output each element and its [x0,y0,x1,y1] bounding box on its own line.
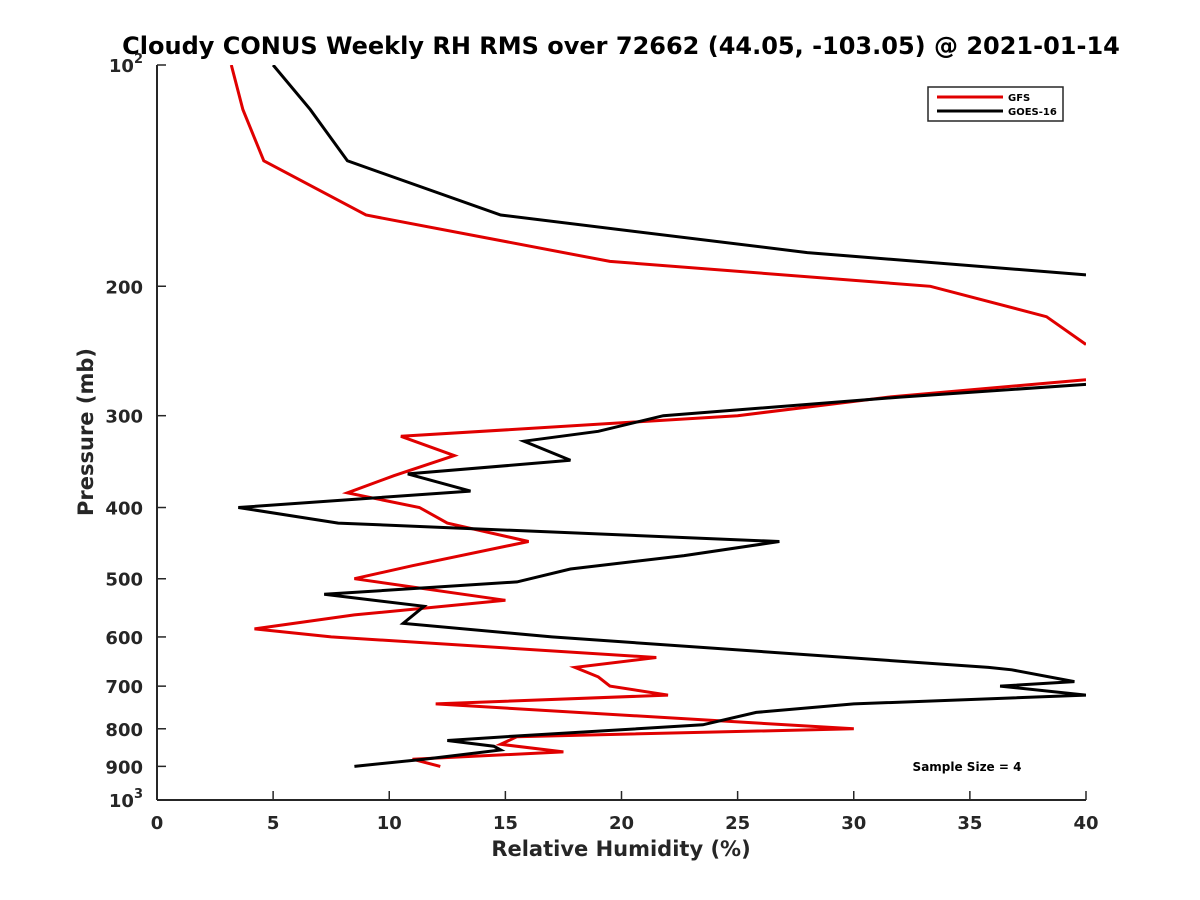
x-tick-label: 25 [725,813,750,834]
chart-title: Cloudy CONUS Weekly RH RMS over 72662 (4… [122,32,1120,60]
x-tick-label: 20 [609,813,634,834]
x-tick-label: 15 [493,813,518,834]
y-tick-label: 102 [109,52,143,77]
y-tick-label: 103 [109,787,143,812]
series-line-goes-16 [238,65,1086,768]
legend: GFS GOES-16 [927,86,1064,122]
x-tick-label: 35 [957,813,982,834]
y-tick-label: 700 [105,677,143,698]
x-tick-label: 0 [151,813,164,834]
y-tick-label: 600 [105,628,143,649]
x-tick-label: 5 [267,813,280,834]
x-tick-label: 10 [377,813,402,834]
x-tick-label: 30 [841,813,866,834]
series-layer [229,65,1086,768]
x-tick-label: 40 [1073,813,1098,834]
x-axis-label: Relative Humidity (%) [491,837,750,861]
y-tick-label: 400 [105,499,143,520]
y-tick-label: 300 [105,407,143,428]
y-tick-label: 500 [105,570,143,591]
y-ticks: 102 200 300 400 500 600 700 800 900 103 [105,52,166,812]
y-axis-label: Pressure (mb) [74,348,98,516]
sample-size-annotation: Sample Size = 4 [913,760,1022,774]
legend-label: GOES-16 [1008,107,1057,118]
y-tick-label: 900 [105,757,143,778]
series-line-gfs [229,65,1086,768]
axes [156,65,1086,801]
legend-label: GFS [1008,93,1030,104]
y-tick-label: 800 [105,720,143,741]
legend-box [927,86,1064,122]
x-ticks: 0 5 10 15 20 25 30 35 40 [151,791,1099,834]
y-tick-label: 200 [105,277,143,298]
